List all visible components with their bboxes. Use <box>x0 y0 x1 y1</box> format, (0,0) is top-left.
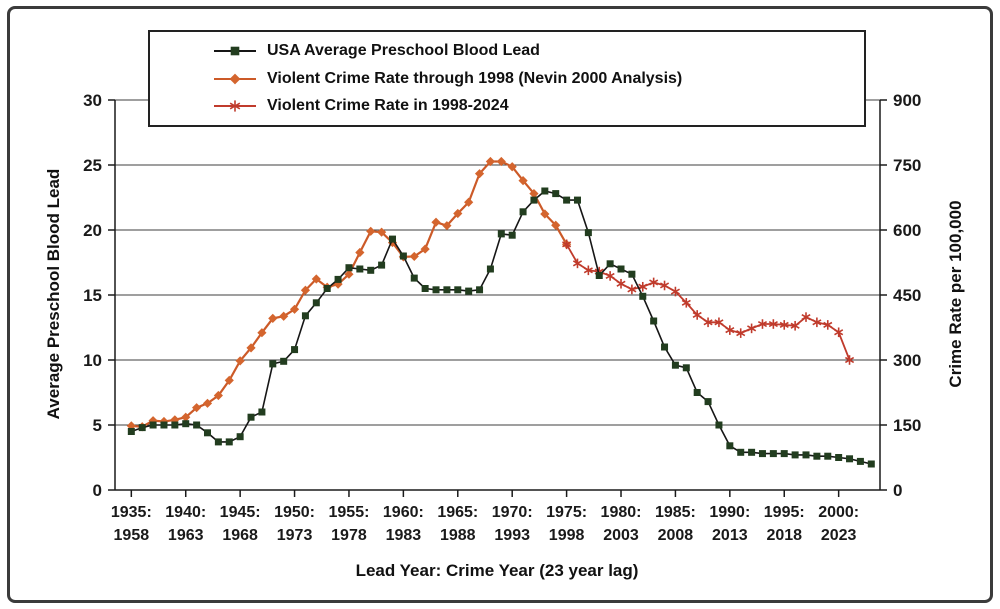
svg-text:1945:: 1945: <box>220 504 261 521</box>
svg-text:1975:: 1975: <box>546 504 587 521</box>
svg-text:600: 600 <box>893 221 921 240</box>
svg-text:1970:: 1970: <box>492 504 533 521</box>
legend-label-blood-lead: USA Average Preschool Blood Lead <box>267 41 540 59</box>
svg-text:300: 300 <box>893 351 921 370</box>
svg-text:1955:: 1955: <box>329 504 370 521</box>
svg-text:1935:: 1935: <box>111 504 152 521</box>
svg-text:450: 450 <box>893 286 921 305</box>
svg-text:1985:: 1985: <box>655 504 696 521</box>
svg-text:1993: 1993 <box>494 527 530 544</box>
x-axis-title: Lead Year: Crime Year (23 year lag) <box>355 561 639 580</box>
svg-text:1940:: 1940: <box>165 504 206 521</box>
svg-text:1983: 1983 <box>386 527 422 544</box>
svg-text:20: 20 <box>83 221 102 240</box>
legend-item-crime-nevin: Violent Crime Rate through 1998 (Nevin 2… <box>212 70 864 88</box>
svg-text:1990:: 1990: <box>709 504 750 521</box>
left-axis-title: Average Preschool Blood Lead <box>44 168 63 420</box>
legend-label-crime-nevin: Violent Crime Rate through 1998 (Nevin 2… <box>267 69 683 87</box>
svg-text:1950:: 1950: <box>274 504 315 521</box>
legend-item-crime-recent: Violent Crime Rate in 1998-2024 <box>212 97 864 115</box>
diamond-marker-icon <box>214 73 256 84</box>
svg-text:2023: 2023 <box>821 527 857 544</box>
svg-text:0: 0 <box>893 481 902 500</box>
svg-text:1958: 1958 <box>114 527 150 544</box>
svg-text:150: 150 <box>893 416 921 435</box>
legend: USA Average Preschool Blood Lead Violent… <box>148 30 866 127</box>
svg-text:2008: 2008 <box>658 527 694 544</box>
star-marker-icon <box>214 100 256 112</box>
svg-text:2000:: 2000: <box>818 504 859 521</box>
svg-text:1978: 1978 <box>331 527 367 544</box>
svg-text:0: 0 <box>93 481 102 500</box>
svg-text:25: 25 <box>83 156 102 175</box>
svg-text:1998: 1998 <box>549 527 585 544</box>
svg-text:1963: 1963 <box>168 527 204 544</box>
legend-item-blood-lead: USA Average Preschool Blood Lead <box>212 42 864 60</box>
svg-text:30: 30 <box>83 91 102 110</box>
svg-text:1965:: 1965: <box>437 504 478 521</box>
svg-text:15: 15 <box>83 286 102 305</box>
svg-text:2003: 2003 <box>603 527 639 544</box>
svg-text:5: 5 <box>93 416 102 435</box>
svg-text:2018: 2018 <box>766 527 802 544</box>
svg-text:1988: 1988 <box>440 527 476 544</box>
svg-text:1968: 1968 <box>222 527 258 544</box>
svg-text:10: 10 <box>83 351 102 370</box>
svg-text:750: 750 <box>893 156 921 175</box>
right-axis-title: Crime Rate per 100,000 <box>946 200 965 388</box>
svg-text:1995:: 1995: <box>764 504 805 521</box>
legend-label-crime-recent: Violent Crime Rate in 1998-2024 <box>267 97 509 115</box>
svg-text:2013: 2013 <box>712 527 748 544</box>
svg-text:900: 900 <box>893 91 921 110</box>
square-marker-icon <box>214 46 256 56</box>
svg-text:1980:: 1980: <box>601 504 642 521</box>
svg-text:1960:: 1960: <box>383 504 424 521</box>
svg-text:1973: 1973 <box>277 527 313 544</box>
